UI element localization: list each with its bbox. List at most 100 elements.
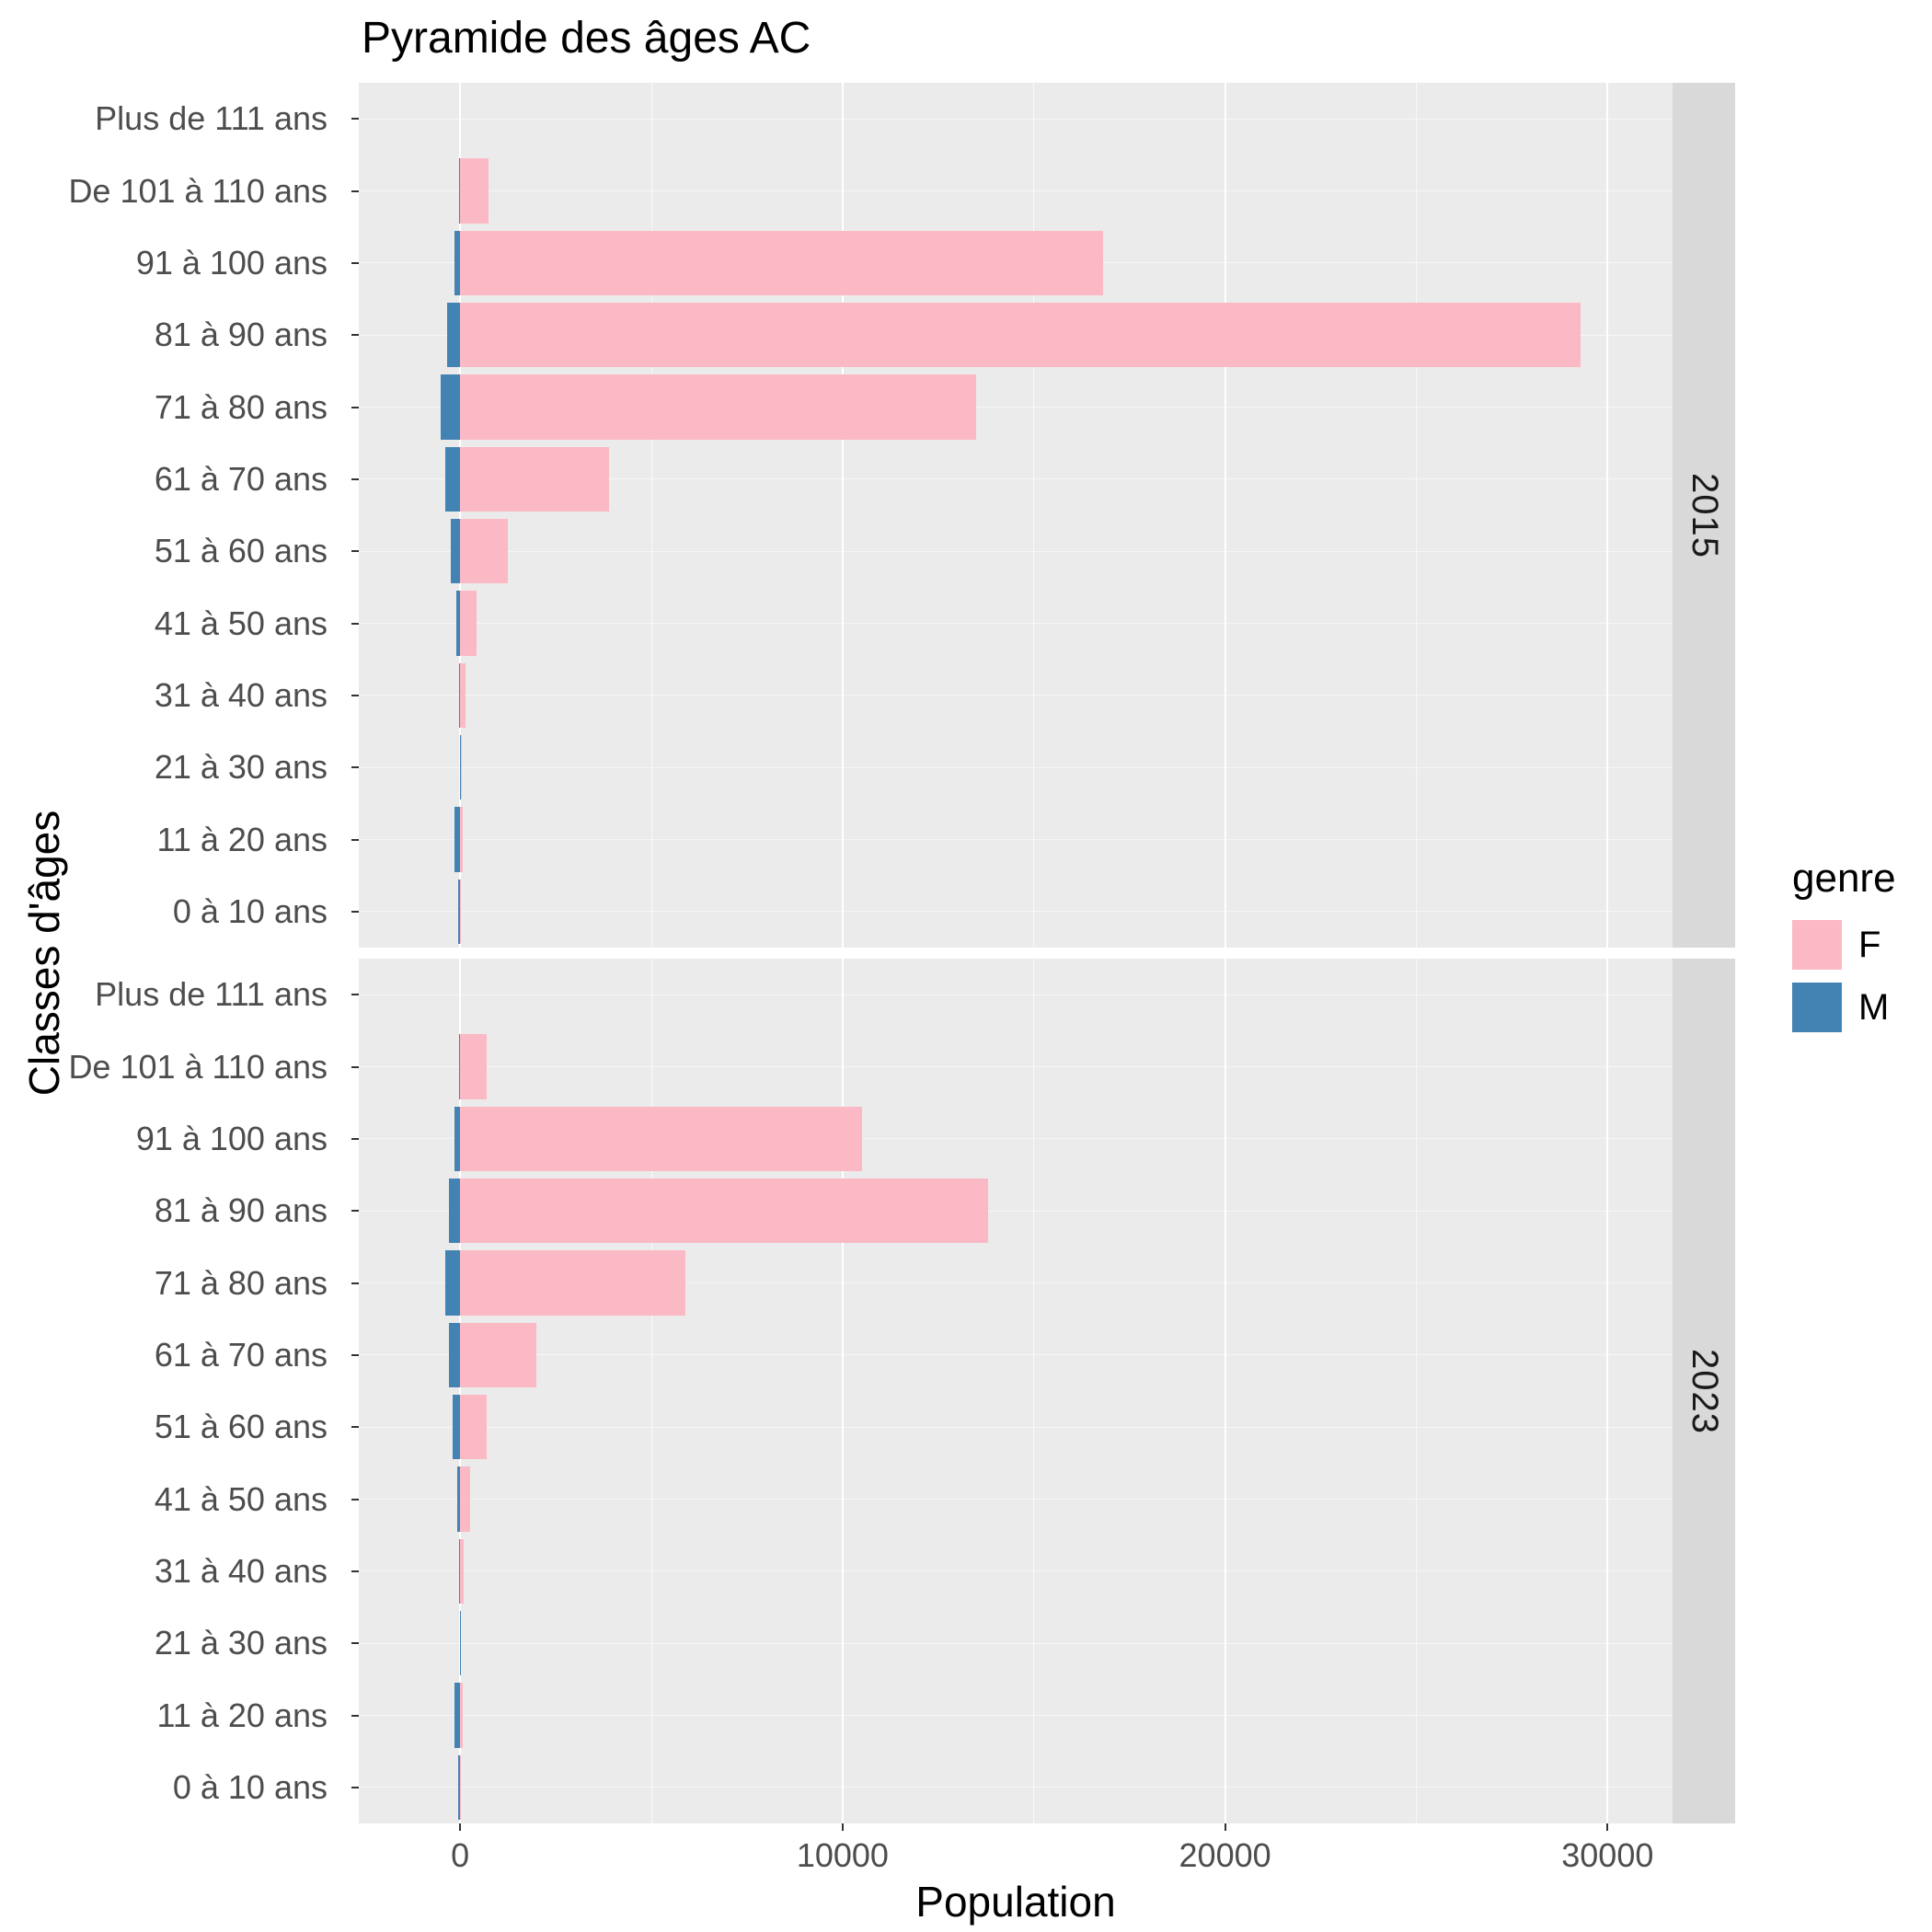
category-gridline <box>359 1570 1673 1572</box>
minor-gridline <box>1033 83 1035 948</box>
legend-item-f: F <box>1792 920 1896 970</box>
category-gridline <box>359 550 1673 552</box>
y-axis-tick-label: 11 à 20 ans <box>156 820 328 858</box>
category-gridline <box>359 839 1673 840</box>
bar-m <box>456 1466 461 1532</box>
y-axis-tick-label: De 101 à 110 ans <box>68 1047 328 1086</box>
bar-f <box>460 1683 463 1748</box>
x-axis-tick-label: 0 <box>451 1836 470 1874</box>
facet-strip: 2015 <box>1673 83 1735 948</box>
y-axis-tick-label: 91 à 100 ans <box>135 243 328 282</box>
bar-f <box>460 518 509 584</box>
y-axis-tick-label: 0 à 10 ans <box>172 1767 328 1806</box>
bar-m <box>452 1394 461 1460</box>
y-tick-mark <box>351 1210 359 1213</box>
bar-f <box>460 879 462 945</box>
bar-m <box>459 734 461 800</box>
bar-f <box>460 1610 462 1676</box>
category-gridline <box>359 1138 1673 1140</box>
y-tick-mark <box>351 1570 359 1572</box>
y-tick-mark <box>351 1137 359 1140</box>
y-tick-mark <box>351 1498 359 1501</box>
facet-panel-2023 <box>359 959 1673 1823</box>
bar-f <box>460 734 463 800</box>
y-axis-tick-label: 71 à 80 ans <box>154 387 328 426</box>
category-gridline <box>359 118 1673 120</box>
chart-title: Pyramide des âges AC <box>362 14 811 63</box>
category-gridline <box>359 766 1673 768</box>
legend-item-m: M <box>1792 983 1896 1032</box>
bar-m <box>448 1322 461 1388</box>
x-tick-mark <box>459 1823 462 1831</box>
y-tick-mark <box>351 1282 359 1284</box>
facet-strip-label: 2023 <box>1684 1348 1725 1434</box>
bar-m <box>457 1754 461 1821</box>
major-gridline <box>1606 83 1609 948</box>
category-gridline <box>359 1642 1673 1644</box>
y-tick-mark <box>351 406 359 408</box>
bar-m <box>454 1106 461 1172</box>
bar-m <box>458 1538 461 1604</box>
bar-m <box>458 662 461 729</box>
legend-title: genre <box>1792 856 1896 901</box>
y-axis-tick-label: 51 à 60 ans <box>154 1408 328 1446</box>
bar-m <box>444 1250 461 1316</box>
minor-gridline <box>650 959 652 1823</box>
bar-f <box>460 1754 462 1821</box>
y-axis-tick-label: 21 à 30 ans <box>154 748 328 787</box>
category-gridline <box>359 1787 1673 1788</box>
y-axis-tick-label: 31 à 40 ans <box>154 1551 328 1590</box>
bar-m <box>458 158 461 224</box>
minor-gridline <box>1415 959 1417 1823</box>
y-tick-mark <box>351 694 359 696</box>
y-tick-mark <box>351 1642 359 1645</box>
category-gridline <box>359 911 1673 913</box>
y-tick-mark <box>351 118 359 121</box>
y-tick-mark <box>351 622 359 625</box>
bar-f <box>460 302 1581 368</box>
major-gridline <box>459 959 462 1823</box>
category-gridline <box>359 1354 1673 1356</box>
bar-f <box>460 1394 488 1460</box>
x-tick-mark <box>841 1823 844 1831</box>
y-tick-mark <box>351 550 359 553</box>
bar-m <box>454 807 461 872</box>
bar-m <box>456 591 461 656</box>
bar-f <box>460 1106 862 1172</box>
y-axis-tick-label: 21 à 30 ans <box>154 1624 328 1662</box>
major-gridline <box>1224 959 1226 1823</box>
bar-m <box>441 374 461 440</box>
category-gridline <box>359 1499 1673 1500</box>
y-axis-tick-label: 61 à 70 ans <box>154 459 328 498</box>
y-tick-mark <box>351 1714 359 1717</box>
bar-f <box>460 1178 988 1244</box>
y-axis-tick-label: 71 à 80 ans <box>154 1263 328 1302</box>
y-tick-mark <box>351 261 359 264</box>
y-axis-tick-label: 51 à 60 ans <box>154 532 328 570</box>
x-tick-mark <box>1224 1823 1226 1831</box>
y-axis-tick-label: 81 à 90 ans <box>154 1191 328 1230</box>
legend-swatch-f <box>1792 920 1842 970</box>
major-gridline <box>459 83 462 948</box>
bar-m <box>444 446 461 512</box>
bar-f <box>460 158 489 224</box>
major-gridline <box>841 959 844 1823</box>
y-axis-tick-label: 41 à 50 ans <box>154 1479 328 1518</box>
y-axis-tick-label: Plus de 111 ans <box>95 975 328 1014</box>
category-gridline <box>359 623 1673 624</box>
legend-label: F <box>1858 924 1881 965</box>
x-tick-mark <box>1606 1823 1609 1831</box>
x-axis-tick-label: 30000 <box>1561 1836 1654 1874</box>
y-axis-tick-label: 61 à 70 ans <box>154 1335 328 1374</box>
y-tick-mark <box>351 1353 359 1356</box>
facet-strip: 2023 <box>1673 959 1735 1823</box>
x-axis-tick-label: 10000 <box>796 1836 889 1874</box>
y-axis-tick-label: 81 à 90 ans <box>154 316 328 354</box>
legend-swatch-m <box>1792 983 1842 1032</box>
bar-f <box>460 230 1103 296</box>
minor-gridline <box>650 83 652 948</box>
